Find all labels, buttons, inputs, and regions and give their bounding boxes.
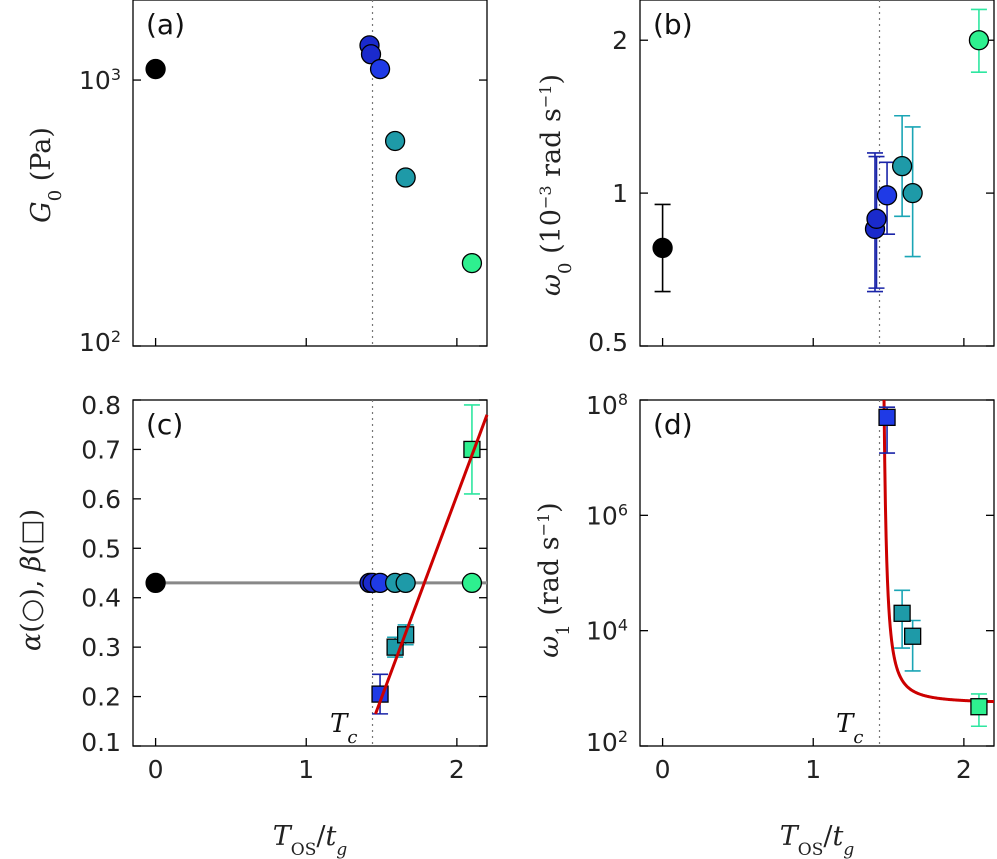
y-tick-exp: 8 [618, 390, 628, 409]
y-tick-label: 108 [586, 390, 628, 421]
data-point-circle [461, 572, 483, 594]
x-tick-label: 2 [449, 755, 465, 784]
data-point-circle [395, 572, 416, 594]
y-tick-label: 0.5 [81, 534, 121, 563]
y-tick-exp: 2 [111, 327, 121, 346]
panel-d-ylabel: ω1 (rad s−1) [534, 502, 574, 657]
data-point-square [904, 627, 922, 645]
data-point-circle [384, 130, 406, 152]
y-tick-base: 10 [586, 728, 618, 757]
data-point-square [878, 408, 896, 427]
y-tick-base: 10 [586, 501, 618, 530]
y-tick-exp: 2 [618, 727, 628, 746]
panel-c-xlabel: TOS/tg [273, 821, 348, 859]
data-point-circle [968, 30, 990, 51]
panel-d-frame [639, 399, 995, 747]
data-point-circle [902, 182, 923, 204]
y-tick-label: 104 [586, 615, 628, 646]
y-tick-label: 103 [79, 65, 121, 96]
panel-b-frame [639, 0, 995, 347]
data-point-circle [369, 58, 391, 80]
y-tick-exp: 4 [618, 615, 628, 634]
panel-c-frame [132, 399, 488, 747]
panel-d-xlabel: TOS/tg [780, 821, 855, 859]
data-point-circle [360, 44, 382, 65]
y-tick-label: 0.8 [81, 391, 121, 420]
y-tick-base: 10 [586, 617, 618, 646]
panel-b-ylabel: ω0 (10−3 rad s−1) [536, 74, 576, 296]
panel-c-tc-annotation: Tc [330, 709, 357, 748]
data-point-circle [395, 167, 416, 188]
data-point-square [893, 604, 911, 622]
panel-b-tag: (b) [653, 8, 693, 41]
panel-c: 0.1 0.2 0.3 0.4 0.5 0.6 0.7 0.8 0 1 2 (c) Tc α(○)… [16, 391, 489, 859]
y-tick-base: 10 [586, 391, 618, 420]
beta-fit-line [374, 414, 489, 715]
panel-b: 0.5 1 2 (b) ω0 (10−3 rad s−1) [536, 0, 995, 357]
y-tick-label: 0.1 [81, 728, 121, 757]
y-tick-label: 0.6 [81, 485, 121, 514]
y-tick-label: 106 [586, 500, 628, 531]
panel-a-ylabel: G0 (Pa) [26, 127, 66, 223]
y-tick-label: 0.7 [81, 435, 121, 464]
x-tick-label: 1 [805, 755, 821, 784]
y-tick-label: 102 [79, 327, 121, 358]
y-tick-base: 10 [79, 66, 111, 95]
y-tick-exp: 3 [111, 65, 121, 84]
panel-a-tag: (a) [146, 8, 185, 41]
panel-c-ylabel: α(○), β(□) [16, 509, 47, 651]
data-point-circle [652, 237, 673, 259]
y-tick-label: 1 [612, 179, 628, 208]
x-tick-label: 0 [655, 755, 671, 784]
y-tick-exp: 6 [618, 500, 628, 519]
y-tick-label: 102 [586, 727, 628, 758]
data-point-circle [866, 208, 887, 229]
y-tick-label: 2 [612, 26, 628, 55]
panel-c-tag: (c) [146, 408, 183, 441]
y-tick-label: 0.5 [588, 328, 628, 357]
data-point-circle [145, 58, 166, 80]
y-tick-label: 0.3 [81, 633, 121, 662]
x-tick-label: 2 [956, 755, 972, 784]
y-tick-label: 0.2 [81, 683, 121, 712]
data-point-circle [891, 155, 913, 177]
panel-d-tc-annotation: Tc [836, 709, 863, 748]
data-point-circle [876, 185, 898, 206]
omega1-fit-curve [882, 399, 995, 704]
panel-a-frame [132, 0, 488, 347]
data-point-circle [461, 252, 483, 274]
y-tick-label: 0.4 [81, 584, 121, 613]
x-tick-label: 1 [298, 755, 314, 784]
data-point-square [970, 698, 988, 716]
data-point-circle [145, 572, 166, 594]
x-tick-label: 0 [148, 755, 164, 784]
panel-d-tag: (d) [653, 408, 693, 441]
y-tick-base: 10 [79, 328, 111, 357]
